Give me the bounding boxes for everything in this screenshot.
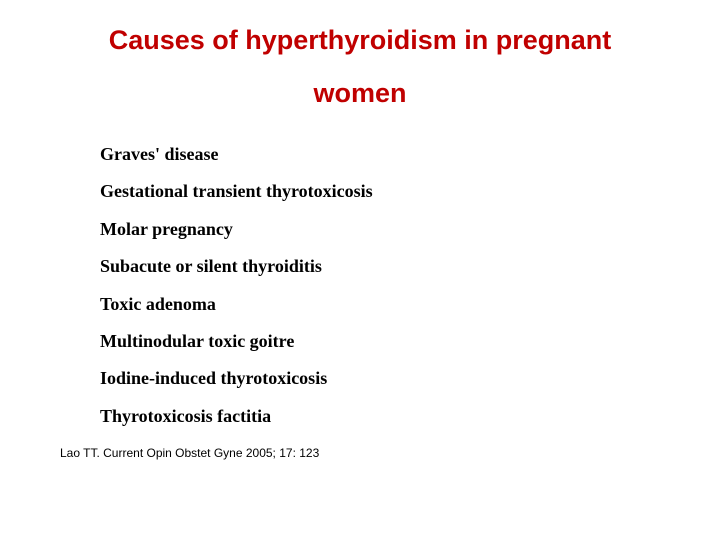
list-item: Subacute or silent thyroiditis [100, 255, 660, 278]
list-item: Gestational transient thyrotoxicosis [100, 180, 660, 203]
list-item: Thyrotoxicosis factitia [100, 405, 660, 428]
slide-container: Causes of hyperthyroidism in pregnant wo… [0, 0, 720, 540]
slide-title: Causes of hyperthyroidism in pregnant wo… [60, 20, 660, 113]
list-item: Graves' disease [100, 143, 660, 166]
list-item: Molar pregnancy [100, 218, 660, 241]
list-item: Toxic adenoma [100, 293, 660, 316]
citation-text: Lao TT. Current Opin Obstet Gyne 2005; 1… [60, 446, 660, 460]
title-line-1: Causes of hyperthyroidism in pregnant [60, 20, 660, 61]
causes-list: Graves' disease Gestational transient th… [60, 143, 660, 428]
list-item: Multinodular toxic goitre [100, 330, 660, 353]
title-line-2: women [60, 73, 660, 114]
list-item: Iodine-induced thyrotoxicosis [100, 367, 660, 390]
